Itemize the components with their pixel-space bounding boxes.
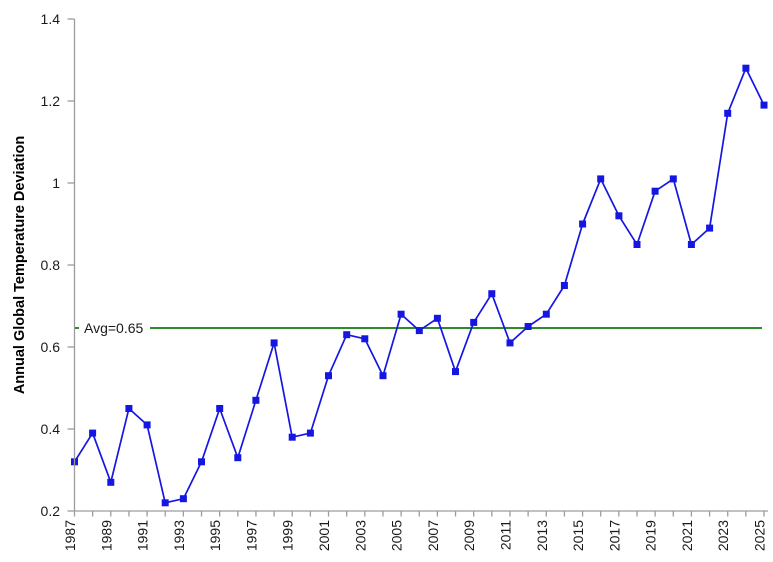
data-point-marker [125,405,133,412]
x-tick-label: 2025 [752,520,768,551]
data-point-marker [397,310,405,318]
x-tick-label: 1991 [135,520,151,551]
data-point-marker [651,187,659,195]
x-tick-label: 2023 [715,520,731,551]
data-point-marker [107,478,115,486]
data-point-marker [706,224,714,232]
y-tick-label: 0.2 [41,503,61,519]
data-point-marker [161,499,169,507]
data-point-marker [687,241,695,248]
data-point-marker [615,212,623,220]
data-point-marker [452,368,459,376]
x-tick-label: 1989 [98,520,114,551]
data-point-marker [470,318,478,326]
data-point-marker [288,433,296,441]
data-point-marker [542,310,550,318]
data-point-marker [216,405,224,412]
data-point-marker [143,421,151,429]
data-point-marker [760,101,768,109]
x-tick-label: 2015 [570,520,586,551]
data-point-marker [506,339,514,347]
data-point-marker [252,396,260,404]
data-point-marker [343,331,351,339]
x-tick-label: 1987 [62,520,78,551]
x-tick-label: 2005 [389,520,405,551]
y-tick-label: 0.4 [41,421,61,437]
data-point-marker [433,314,441,322]
data-point-marker [306,429,314,437]
x-tick-label: 2013 [534,520,550,551]
y-tick-label: 0.8 [41,257,61,273]
x-tick-label: 2017 [606,520,622,551]
x-tick-label: 2007 [425,520,441,551]
data-point-marker [179,495,187,503]
y-tick-label: 1.4 [41,11,61,27]
x-tick-label: 1999 [280,520,296,551]
data-point-marker [579,220,587,228]
x-tick-label: 2001 [316,520,332,551]
data-point-marker [724,109,732,117]
y-tick-label: 1 [52,175,60,191]
data-point-marker [198,458,205,466]
data-point-marker [560,282,568,289]
x-tick-label: 2019 [643,520,659,551]
average-line-label: Avg=0.65 [84,320,144,336]
x-tick-label: 1993 [171,520,187,551]
data-point-marker [89,429,97,437]
data-point-marker [488,290,496,298]
data-point-marker [597,175,605,183]
x-tick-label: 2003 [352,520,368,551]
data-point-marker [669,175,677,183]
data-point-marker [325,372,332,380]
data-point-marker [524,323,532,330]
x-tick-label: 2009 [461,520,477,551]
data-point-marker [742,64,750,72]
data-point-marker [270,339,278,347]
y-axis-title: Annual Global Temperature Deviation [12,136,28,394]
data-point-marker [633,241,641,248]
average-label-backdrop [79,319,150,337]
data-point-marker [234,454,242,462]
x-tick-label: 2011 [497,520,513,550]
data-point-marker [379,372,387,380]
y-tick-label: 0.6 [41,339,61,355]
x-tick-label: 1995 [207,520,223,551]
x-tick-label: 1997 [243,520,259,551]
data-point-marker [415,327,423,335]
data-point-marker [361,335,369,343]
y-tick-label: 1.2 [41,93,61,109]
x-tick-label: 2021 [679,520,695,551]
